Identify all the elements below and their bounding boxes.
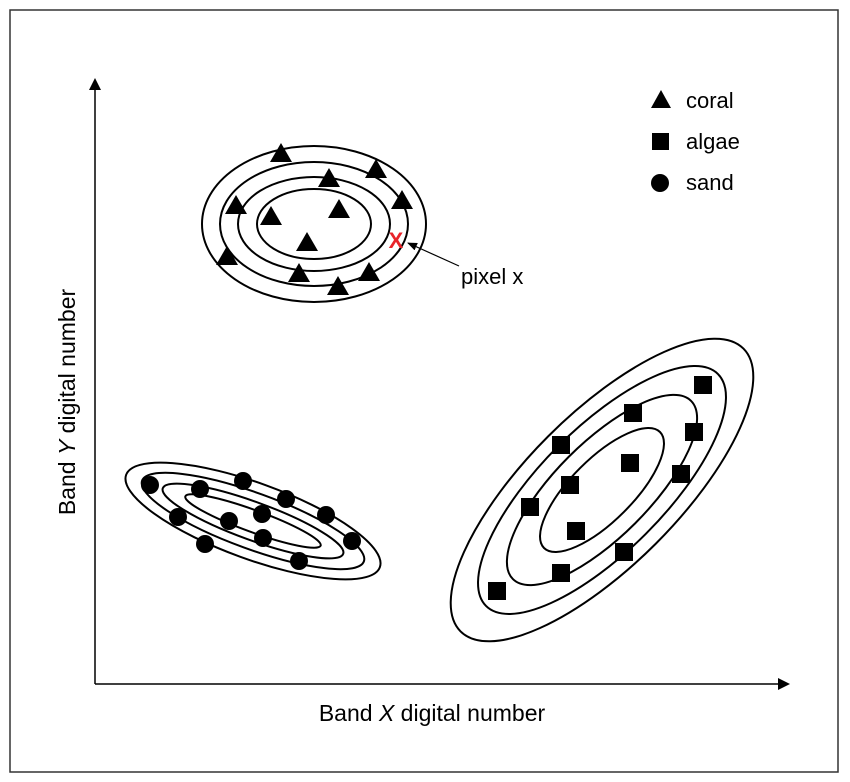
legend-label-sand: sand [686, 170, 734, 195]
coral-contour-1 [201, 145, 427, 303]
algae-point-11 [552, 564, 570, 582]
algae-point-12 [488, 582, 506, 600]
algae-contour-1 [449, 337, 755, 643]
algae-point-7 [561, 476, 579, 494]
sand-point-6 [220, 512, 238, 530]
legend: coral algae sand [651, 88, 740, 195]
sand-point-11 [343, 532, 361, 550]
coral-point-2 [365, 159, 387, 178]
figure-frame [9, 9, 839, 773]
sand-cluster-contours [124, 461, 382, 581]
sand-contour-1 [124, 461, 382, 581]
coral-contour-4 [256, 188, 372, 260]
sand-point-9 [254, 529, 272, 547]
pixel-x-pointer [407, 242, 460, 267]
sand-point-4 [277, 490, 295, 508]
sand-point-1 [141, 476, 159, 494]
sand-contour-2 [140, 471, 366, 571]
pixel-x-marker: X [389, 228, 404, 253]
coral-point-7 [328, 199, 350, 218]
algae-point-1 [694, 376, 712, 394]
coral-point-9 [216, 246, 238, 265]
sand-point-5 [169, 508, 187, 526]
sand-contour-3 [161, 482, 345, 560]
coral-point-8 [296, 232, 318, 251]
algae-contour-4 [539, 427, 665, 553]
algae-point-6 [672, 465, 690, 483]
sand-point-8 [317, 506, 335, 524]
algae-point-8 [521, 498, 539, 516]
data-points [141, 143, 712, 600]
y-axis-label: Band Y digital number [54, 289, 80, 516]
algae-point-10 [615, 543, 633, 561]
pixel-x-label: pixel x [461, 264, 523, 289]
sand-point-12 [290, 552, 308, 570]
legend-square-icon [652, 133, 669, 150]
coral-contour-2 [219, 161, 409, 287]
coral-cluster-contours [201, 145, 427, 303]
x-axis-label: Band X digital number [319, 700, 546, 726]
pixel-x-annotation: X pixel x [389, 228, 524, 289]
sand-point-10 [196, 535, 214, 553]
legend-label-algae: algae [686, 129, 740, 154]
coral-point-1 [270, 143, 292, 162]
sand-point-7 [253, 505, 271, 523]
legend-circle-icon [651, 174, 669, 192]
algae-contour-2 [477, 365, 727, 615]
algae-cluster-contours [449, 337, 755, 643]
coral-contour-3 [237, 176, 391, 272]
algae-point-5 [621, 454, 639, 472]
coral-point-4 [225, 195, 247, 214]
coral-point-11 [358, 262, 380, 281]
coral-point-10 [288, 263, 310, 282]
algae-point-4 [552, 436, 570, 454]
legend-label-coral: coral [686, 88, 734, 113]
coral-point-3 [318, 168, 340, 187]
coral-point-12 [327, 276, 349, 295]
coral-point-5 [391, 190, 413, 209]
algae-contour-3 [505, 393, 699, 587]
algae-point-9 [567, 522, 585, 540]
sand-point-3 [234, 472, 252, 490]
algae-point-3 [685, 423, 703, 441]
coral-point-6 [260, 206, 282, 225]
sand-point-2 [191, 480, 209, 498]
algae-point-2 [624, 404, 642, 422]
legend-triangle-icon [651, 90, 671, 108]
